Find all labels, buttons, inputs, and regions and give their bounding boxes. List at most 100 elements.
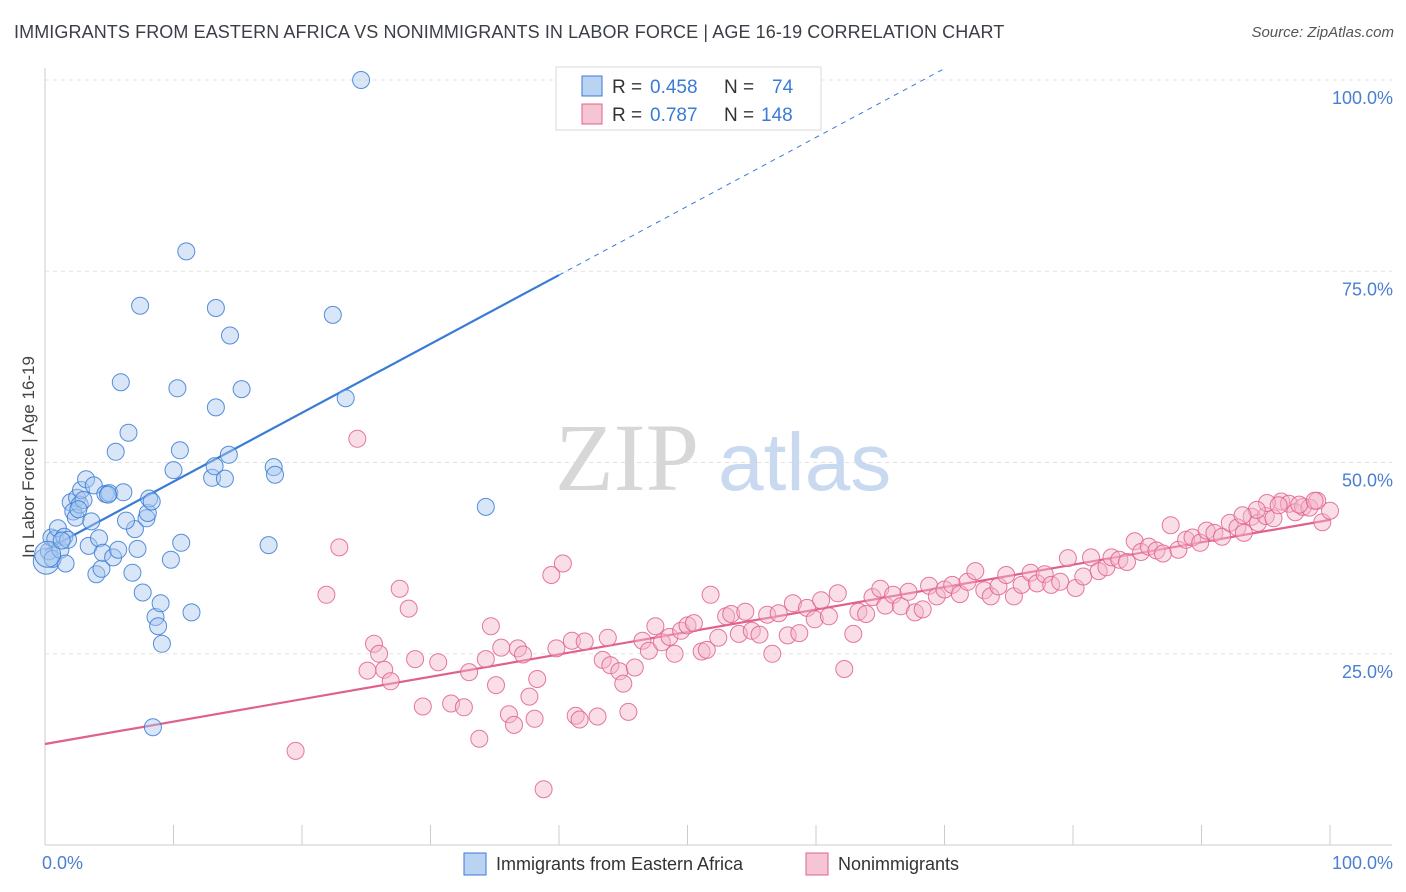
point-immigrants: [203, 468, 222, 487]
trendline-nonimmigrants: [44, 518, 1331, 746]
point-immigrants: [151, 594, 170, 613]
point-nonimmigrants: [575, 632, 594, 651]
point-nonimmigrants: [828, 584, 847, 603]
point-nonimmigrants: [844, 624, 863, 643]
point-nonimmigrants: [330, 538, 349, 557]
point-nonimmigrants: [1012, 575, 1031, 594]
point-immigrants: [59, 530, 78, 549]
point-nonimmigrants: [588, 707, 607, 726]
point-nonimmigrants: [505, 715, 523, 734]
point-nonimmigrants: [492, 638, 511, 657]
point-nonimmigrants: [1161, 516, 1180, 535]
y-tick-label: 100.0%: [1332, 88, 1393, 108]
trendlines: [44, 68, 1331, 746]
trendline-immigrants: [44, 274, 560, 552]
point-nonimmigrants: [390, 579, 409, 598]
point-nonimmigrants: [454, 698, 473, 717]
point-nonimmigrants: [619, 702, 638, 721]
point-nonimmigrants: [570, 710, 589, 729]
axes: [44, 68, 1392, 846]
point-immigrants: [149, 617, 168, 636]
point-nonimmigrants: [286, 741, 305, 760]
point-nonimmigrants: [413, 697, 432, 716]
point-nonimmigrants: [528, 670, 547, 688]
point-immigrants: [92, 559, 111, 578]
point-nonimmigrants: [997, 566, 1016, 584]
point-nonimmigrants: [1028, 574, 1046, 593]
point-nonimmigrants: [684, 614, 703, 633]
point-nonimmigrants: [553, 554, 572, 573]
point-nonimmigrants: [750, 625, 769, 644]
point-immigrants: [206, 299, 225, 317]
point-immigrants: [109, 540, 128, 559]
y-tick-label: 25.0%: [1342, 662, 1393, 682]
point-immigrants: [177, 242, 196, 261]
point-nonimmigrants: [701, 585, 720, 604]
point-nonimmigrants: [763, 644, 782, 663]
point-immigrants: [232, 380, 251, 399]
x-tick-label-min: 0.0%: [42, 853, 83, 873]
trendline-immigrants-extension: [558, 68, 945, 276]
point-nonimmigrants: [625, 658, 644, 677]
point-immigrants: [168, 379, 187, 398]
point-nonimmigrants: [1082, 548, 1100, 567]
point-nonimmigrants: [665, 644, 684, 663]
point-nonimmigrants: [1154, 544, 1172, 563]
point-nonimmigrants: [547, 639, 566, 658]
point-immigrants: [82, 512, 101, 531]
point-immigrants: [114, 483, 133, 502]
point-nonimmigrants: [958, 572, 977, 591]
point-nonimmigrants: [639, 641, 658, 660]
point-immigrants: [119, 423, 138, 442]
point-immigrants: [336, 389, 355, 408]
legend-r-value-2: 0.787: [650, 105, 698, 126]
point-nonimmigrants: [835, 660, 854, 678]
point-nonimmigrants: [783, 594, 802, 613]
point-nonimmigrants: [660, 627, 679, 646]
point-nonimmigrants: [966, 562, 985, 581]
point-nonimmigrants: [487, 676, 505, 695]
point-nonimmigrants: [981, 587, 1000, 606]
point-nonimmigrants: [1021, 563, 1040, 582]
point-nonimmigrants: [1258, 494, 1276, 512]
point-nonimmigrants: [460, 663, 479, 682]
point-immigrants: [264, 458, 283, 477]
chart-source: Source: ZipAtlas.com: [1251, 24, 1394, 41]
point-nonimmigrants: [1125, 532, 1144, 551]
point-nonimmigrants: [375, 660, 394, 679]
y-tick-label: 50.0%: [1342, 471, 1393, 491]
point-nonimmigrants: [598, 628, 617, 647]
bottom-legend-label-blue: Immigrants from Eastern Africa: [496, 854, 744, 874]
point-nonimmigrants: [913, 600, 932, 619]
point-immigrants: [69, 500, 88, 519]
point-nonimmigrants: [1234, 523, 1253, 542]
point-nonimmigrants: [790, 624, 809, 643]
point-immigrants: [117, 511, 135, 530]
point-nonimmigrants: [476, 650, 495, 669]
point-nonimmigrants: [1058, 549, 1077, 568]
legend-swatch-blue: [581, 75, 603, 97]
point-nonimmigrants: [542, 566, 561, 584]
point-immigrants: [131, 296, 150, 315]
point-immigrants: [219, 445, 238, 464]
point-nonimmigrants: [812, 591, 831, 610]
point-immigrants: [100, 484, 119, 503]
point-immigrants: [74, 491, 93, 509]
point-immigrants: [352, 71, 371, 89]
point-immigrants: [87, 565, 106, 584]
legend-swatch-pink: [581, 103, 603, 125]
point-immigrants: [106, 442, 125, 461]
grid: [45, 79, 1392, 655]
point-nonimmigrants: [633, 631, 652, 650]
point-nonimmigrants: [520, 687, 539, 706]
point-nonimmigrants: [358, 661, 377, 680]
point-immigrants: [90, 529, 108, 548]
point-immigrants: [152, 634, 171, 653]
point-nonimmigrants: [769, 604, 788, 623]
point-nonimmigrants: [805, 610, 824, 629]
point-nonimmigrants: [697, 640, 716, 659]
legend-r-label-2: R =: [612, 105, 642, 126]
point-nonimmigrants: [525, 709, 544, 728]
bottom-legend-swatch-pink: [805, 852, 829, 876]
point-immigrants: [133, 583, 152, 602]
